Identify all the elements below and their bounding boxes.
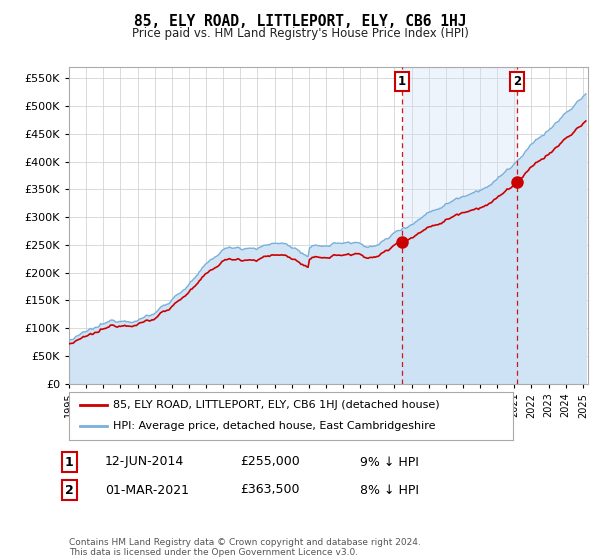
Text: 85, ELY ROAD, LITTLEPORT, ELY, CB6 1HJ (detached house): 85, ELY ROAD, LITTLEPORT, ELY, CB6 1HJ (…: [113, 400, 440, 410]
Text: 12-JUN-2014: 12-JUN-2014: [105, 455, 184, 469]
Text: Price paid vs. HM Land Registry's House Price Index (HPI): Price paid vs. HM Land Registry's House …: [131, 27, 469, 40]
Text: £255,000: £255,000: [240, 455, 300, 469]
Text: 85, ELY ROAD, LITTLEPORT, ELY, CB6 1HJ: 85, ELY ROAD, LITTLEPORT, ELY, CB6 1HJ: [134, 14, 466, 29]
Text: 9% ↓ HPI: 9% ↓ HPI: [360, 455, 419, 469]
Text: HPI: Average price, detached house, East Cambridgeshire: HPI: Average price, detached house, East…: [113, 421, 436, 431]
Text: 2: 2: [65, 483, 73, 497]
Text: 1: 1: [398, 75, 406, 88]
Text: 1: 1: [65, 455, 73, 469]
Text: 01-MAR-2021: 01-MAR-2021: [105, 483, 189, 497]
Text: 8% ↓ HPI: 8% ↓ HPI: [360, 483, 419, 497]
Text: Contains HM Land Registry data © Crown copyright and database right 2024.
This d: Contains HM Land Registry data © Crown c…: [69, 538, 421, 557]
Text: 2: 2: [513, 75, 521, 88]
Text: £363,500: £363,500: [240, 483, 299, 497]
